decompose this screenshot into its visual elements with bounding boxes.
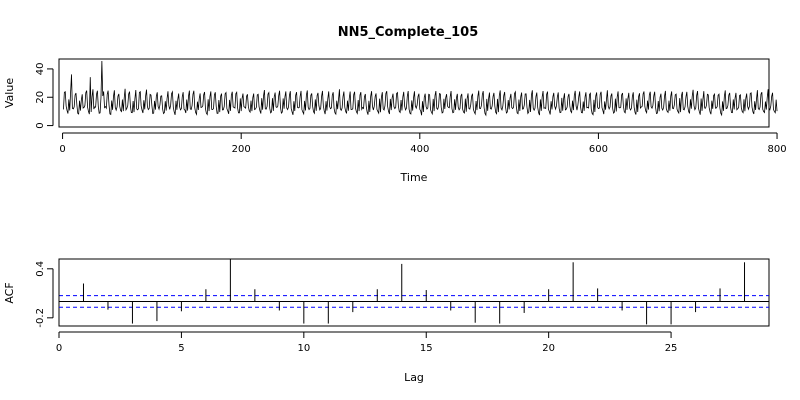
ts-y-tick-label: 0 [35,122,46,128]
acf-y-axis: -0.2 0.4 [35,261,54,328]
ts-y-tick-label: 20 [35,91,46,104]
acf-panel: 0 5 10 15 20 25 -0.2 0.4 Lag ACF [3,258,770,384]
acf-x-label: Lag [404,371,424,384]
ts-plot-frame [58,58,770,128]
ts-x-axis: 0 200 400 600 800 [59,132,787,155]
acf-x-tick-label: 10 [297,343,310,354]
ts-x-tick-label: 0 [59,144,65,155]
acf-x-tick-label: 20 [542,343,555,354]
ts-x-label: Time [400,171,428,184]
ts-x-tick-label: 200 [232,144,251,155]
acf-x-tick-label: 15 [420,343,433,354]
chart-title: NN5_Complete_105 [338,25,479,40]
acf-y-label: ACF [3,282,16,303]
ts-x-tick-label: 400 [410,144,429,155]
acf-x-tick-label: 5 [178,343,184,354]
ts-y-tick-label: 40 [35,63,46,76]
acf-plot-frame [58,258,770,327]
acf-y-tick-label: -0.2 [35,308,46,328]
acf-y-tick-label: 0.4 [35,261,46,277]
ts-y-axis: 0 20 40 [35,63,54,129]
ts-y-label: Value [3,78,16,108]
acf-bars [58,259,746,325]
acf-x-tick-label: 25 [665,343,678,354]
ts-x-tick-label: 600 [589,144,608,155]
acf-x-axis: 0 5 10 15 20 25 [56,331,678,354]
ts-panel: 0 200 400 600 800 0 20 40 Time Value [3,58,787,184]
acf-x-tick-label: 0 [56,343,62,354]
ts-series-line [63,60,778,117]
ts-x-tick-label: 800 [767,144,786,155]
